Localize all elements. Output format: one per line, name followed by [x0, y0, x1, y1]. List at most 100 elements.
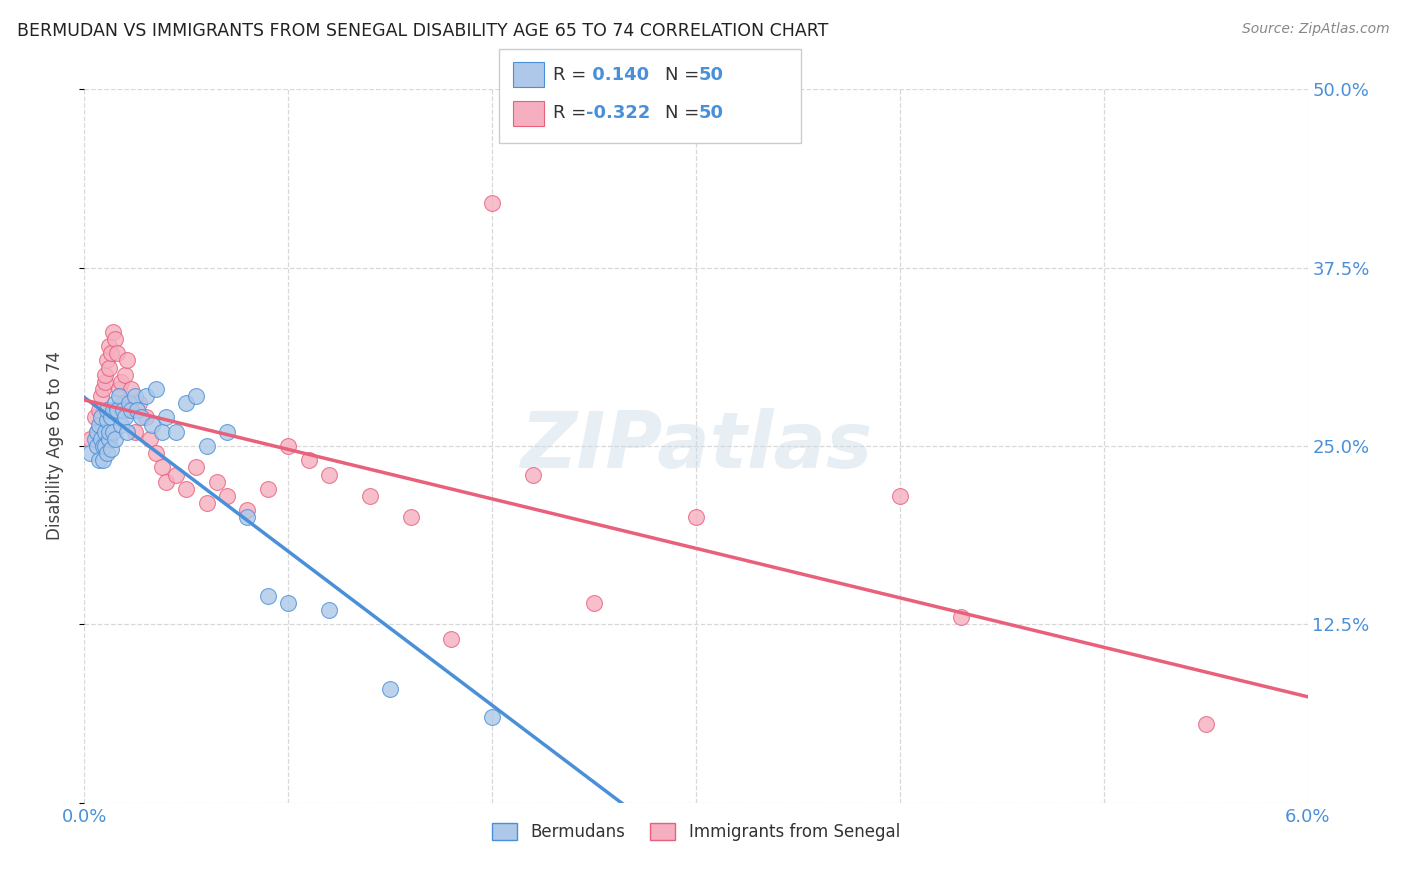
- Text: 50: 50: [699, 66, 724, 84]
- Point: [101, 425, 124, 439]
- Point: [1195, 717, 1218, 731]
- Text: R =: R =: [553, 66, 592, 84]
- Point: [205, 475, 228, 489]
- Point: [298, 453, 321, 467]
- Point: [104, 396, 127, 410]
- Point: [318, 467, 340, 482]
- Point: [91, 453, 114, 467]
- Point: [889, 489, 911, 503]
- Point: [176, 396, 198, 410]
- Point: [114, 410, 136, 425]
- Point: [127, 403, 149, 417]
- Point: [277, 596, 299, 610]
- Point: [128, 396, 150, 410]
- Point: [115, 353, 138, 368]
- Point: [118, 396, 141, 410]
- Point: [100, 410, 122, 425]
- Point: [522, 467, 544, 482]
- Point: [79, 446, 101, 460]
- Point: [100, 346, 122, 360]
- Point: [97, 432, 120, 446]
- Point: [104, 432, 127, 446]
- Text: 0.140: 0.140: [586, 66, 650, 84]
- Legend: Bermudans, Immigrants from Senegal: Bermudans, Immigrants from Senegal: [485, 816, 907, 848]
- Point: [97, 339, 120, 353]
- Point: [93, 425, 117, 439]
- Text: R =: R =: [553, 104, 592, 122]
- Point: [481, 710, 503, 724]
- Point: [217, 489, 239, 503]
- Point: [87, 403, 110, 417]
- Point: [236, 510, 259, 524]
- Point: [257, 482, 280, 496]
- Point: [86, 425, 108, 439]
- Point: [97, 425, 120, 439]
- Point: [135, 410, 157, 425]
- Point: [165, 467, 187, 482]
- Point: [86, 439, 108, 453]
- Point: [83, 410, 105, 425]
- Point: [91, 382, 114, 396]
- Point: [112, 403, 135, 417]
- Point: [165, 425, 187, 439]
- Text: BERMUDAN VS IMMIGRANTS FROM SENEGAL DISABILITY AGE 65 TO 74 CORRELATION CHART: BERMUDAN VS IMMIGRANTS FROM SENEGAL DISA…: [17, 22, 828, 40]
- Point: [108, 382, 131, 396]
- Point: [105, 403, 128, 417]
- Point: [96, 446, 118, 460]
- Point: [87, 417, 110, 432]
- Point: [112, 396, 135, 410]
- Point: [145, 382, 167, 396]
- Point: [101, 325, 124, 339]
- Point: [93, 368, 117, 382]
- Point: [110, 417, 132, 432]
- Point: [124, 425, 146, 439]
- Point: [257, 589, 280, 603]
- Text: ZIPatlas: ZIPatlas: [520, 408, 872, 484]
- Point: [217, 425, 239, 439]
- Point: [440, 632, 463, 646]
- Point: [96, 403, 118, 417]
- Point: [100, 442, 122, 456]
- Point: [124, 389, 146, 403]
- Point: [176, 482, 198, 496]
- Point: [97, 360, 120, 375]
- Point: [131, 410, 153, 425]
- Point: [120, 382, 142, 396]
- Point: [399, 510, 422, 524]
- Point: [87, 453, 110, 467]
- Point: [86, 425, 108, 439]
- Text: Source: ZipAtlas.com: Source: ZipAtlas.com: [1241, 22, 1389, 37]
- Point: [104, 332, 127, 346]
- Text: 50: 50: [699, 104, 724, 122]
- Point: [145, 446, 167, 460]
- Point: [380, 681, 402, 696]
- Point: [138, 432, 160, 446]
- Point: [93, 375, 117, 389]
- Point: [685, 510, 707, 524]
- Point: [90, 410, 112, 425]
- Point: [150, 425, 173, 439]
- Point: [155, 475, 177, 489]
- Point: [114, 368, 136, 382]
- Point: [83, 432, 105, 446]
- Point: [318, 603, 340, 617]
- Point: [90, 389, 112, 403]
- Point: [108, 389, 131, 403]
- Point: [950, 610, 973, 624]
- Text: N =: N =: [665, 66, 704, 84]
- Point: [115, 425, 138, 439]
- Point: [277, 439, 299, 453]
- Point: [96, 413, 118, 427]
- Point: [195, 496, 218, 510]
- Point: [79, 432, 101, 446]
- Point: [93, 439, 117, 453]
- Point: [236, 503, 259, 517]
- Point: [186, 460, 208, 475]
- Y-axis label: Disability Age 65 to 74: Disability Age 65 to 74: [45, 351, 63, 541]
- Point: [186, 389, 208, 403]
- Point: [90, 432, 112, 446]
- Point: [481, 196, 503, 211]
- Text: -0.322: -0.322: [586, 104, 651, 122]
- Point: [120, 403, 142, 417]
- Point: [91, 439, 114, 453]
